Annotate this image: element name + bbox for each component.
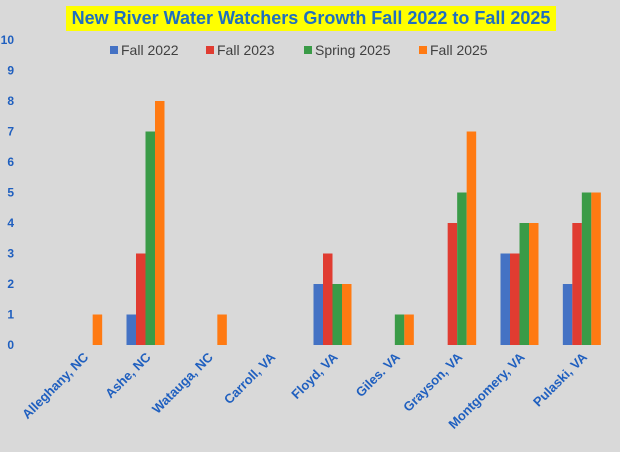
y-tick-label: 4	[7, 216, 14, 230]
bar-4	[529, 223, 539, 345]
legend-label-2: Fall 2023	[217, 42, 275, 58]
bar-4	[342, 284, 352, 345]
x-tick-label: Carroll, VA	[221, 349, 279, 407]
y-tick-label: 7	[7, 125, 14, 139]
bar-3	[145, 131, 155, 345]
bar-4	[217, 314, 227, 345]
bar-4	[591, 192, 601, 345]
y-tick-label: 6	[7, 155, 14, 169]
legend-label-1: Fall 2022	[121, 42, 179, 58]
x-tick-label: Watauga, NC	[149, 349, 216, 416]
bar-2	[447, 223, 458, 345]
bar-1	[126, 314, 136, 345]
y-tick-label: 5	[7, 186, 14, 200]
x-tick-label: Giles. VA	[353, 349, 404, 400]
bar-2	[136, 253, 146, 345]
legend-label-3: Spring 2025	[315, 42, 391, 58]
y-tick-label: 0	[7, 338, 14, 352]
bar-1	[500, 253, 510, 345]
bar-2	[323, 253, 333, 345]
x-tick-label: Ashe, NC	[102, 349, 154, 401]
y-tick-label: 1	[7, 308, 14, 322]
x-tick-label: Grayson, VA	[400, 349, 466, 415]
x-tick-label: Floyd, VA	[288, 349, 341, 402]
bar-4	[404, 314, 414, 345]
legend-swatch-4	[419, 46, 427, 54]
legend-swatch-3	[304, 46, 312, 54]
y-tick-label: 3	[7, 247, 14, 261]
bar-4	[92, 314, 103, 345]
legend-swatch-2	[206, 46, 214, 54]
y-tick-label: 8	[7, 94, 14, 108]
chart-title-highlight	[66, 6, 556, 31]
bar-4	[466, 131, 477, 345]
bar-4	[155, 101, 165, 345]
y-tick-label: 2	[7, 277, 14, 291]
chart-title: New River Water Watchers Growth Fall 202…	[71, 8, 551, 28]
bar-1	[562, 284, 573, 345]
bar-3	[332, 284, 342, 345]
y-tick-label: 10	[1, 33, 15, 47]
y-tick-label: 9	[7, 64, 14, 78]
bar-2	[510, 253, 520, 345]
x-tick-label: Alleghany, NC	[19, 349, 92, 422]
bar-3	[581, 192, 592, 345]
bar-3	[394, 314, 405, 345]
bar-1	[313, 284, 323, 345]
bar-3	[457, 192, 467, 345]
legend-swatch-1	[110, 46, 118, 54]
legend-label-4: Fall 2025	[430, 42, 488, 58]
x-tick-label: Pulaski, VA	[530, 349, 590, 409]
bar-3	[519, 223, 529, 345]
bar-2	[572, 223, 582, 345]
